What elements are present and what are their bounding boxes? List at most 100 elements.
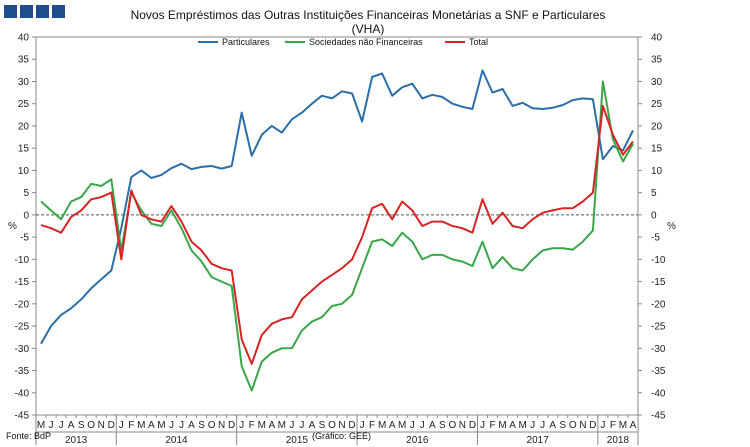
x-tick-label: J [289, 420, 294, 431]
logo-block [4, 5, 17, 18]
x-tick-label: M [518, 420, 526, 431]
x-tick-label: O [448, 420, 456, 431]
logo-block [20, 5, 33, 18]
y-tick-label-left: -15 [15, 277, 30, 288]
x-tick-label: D [589, 420, 596, 431]
x-tick-label: J [119, 420, 124, 431]
x-tick-label: M [278, 420, 286, 431]
y-tick-label-left: 5 [23, 188, 29, 199]
x-tick-label: J [530, 420, 535, 431]
x-tick-label: J [169, 420, 174, 431]
y-tick-label-right: -30 [651, 344, 666, 355]
x-tick-label: M [619, 420, 627, 431]
y-tick-label-right: -15 [651, 277, 666, 288]
y-tick-label-left: 30 [18, 77, 30, 88]
x-tick-label: J [360, 420, 365, 431]
x-tick-label: A [549, 420, 556, 431]
x-tick-label: M [157, 420, 165, 431]
series-line [40, 80, 634, 392]
x-tick-label: A [268, 420, 275, 431]
x-tick-label: J [239, 420, 244, 431]
y-tick-label-right: -25 [651, 322, 666, 333]
x-tick-label: O [569, 420, 577, 431]
year-label: 2016 [406, 435, 429, 446]
y-tick-label-left: -30 [15, 344, 30, 355]
x-tick-label: J [410, 420, 415, 431]
x-tick-label: F [249, 420, 255, 431]
x-tick-label: A [188, 420, 195, 431]
x-tick-label: D [108, 420, 115, 431]
y-tick-label-left: -40 [15, 388, 30, 399]
legend: Particulares Sociedades não Financeiras To… [198, 37, 488, 47]
legend-label: Particulares [222, 37, 270, 47]
x-tick-label: A [429, 420, 436, 431]
plot-area [40, 69, 634, 392]
y-tick-label-left: 15 [18, 144, 30, 155]
x-tick-label: A [68, 420, 75, 431]
x-tick-label: A [509, 420, 516, 431]
year-label: 2018 [607, 435, 630, 446]
legend-label: Sociedades não Financeiras [309, 37, 423, 47]
x-tick-label: J [600, 420, 605, 431]
x-tick-label: J [540, 420, 545, 431]
y-tick-label-right: 25 [651, 99, 663, 110]
x-tick-label: J [59, 420, 64, 431]
year-label: 2017 [527, 435, 550, 446]
x-tick-label: J [179, 420, 184, 431]
x-tick-label: M [137, 420, 145, 431]
x-tick-label: J [480, 420, 485, 431]
logo-block [36, 5, 49, 18]
x-tick-label: N [338, 420, 345, 431]
x-tick-label: M [37, 420, 45, 431]
x-tick-label: J [299, 420, 304, 431]
y-tick-label-left: -35 [15, 366, 30, 377]
y-tick-label-right: 15 [651, 144, 663, 155]
y-tick-label-right: 20 [651, 121, 663, 132]
x-tick-label: S [559, 420, 566, 431]
x-tick-label: A [630, 420, 637, 431]
x-tick-label: A [389, 420, 396, 431]
x-tick-label: O [208, 420, 216, 431]
x-tick-label: J [49, 420, 54, 431]
x-tick-label: S [198, 420, 205, 431]
x-tick-label: A [309, 420, 316, 431]
x-tick-label: D [469, 420, 476, 431]
x-tick-label: S [439, 420, 446, 431]
x-tick-label: F [610, 420, 616, 431]
x-tick-label: O [328, 420, 336, 431]
y-tick-label-right: -20 [651, 299, 666, 310]
x-tick-label: O [87, 420, 95, 431]
x-tick-label: D [228, 420, 235, 431]
y-tick-label-left: -45 [15, 411, 30, 422]
x-tick-label: N [459, 420, 466, 431]
year-label: 2015 [286, 435, 309, 446]
x-tick-label: S [319, 420, 326, 431]
y-tick-label-right: -5 [651, 233, 660, 244]
x-tick-label: A [148, 420, 155, 431]
logo-block [52, 5, 65, 18]
y-tick-label-left: 40 [18, 33, 30, 44]
y-tick-label-left: -25 [15, 322, 30, 333]
legend-label: Total [469, 37, 488, 47]
x-tick-label: F [128, 420, 134, 431]
y-tick-label-left: 0 [23, 210, 29, 221]
x-tick-label: S [78, 420, 85, 431]
x-tick-label: N [579, 420, 586, 431]
year-label: 2014 [165, 435, 188, 446]
series-line [40, 104, 634, 365]
x-tick-label: F [369, 420, 375, 431]
y-axis-label-right: % [667, 221, 676, 232]
chart-subtitle: (VHA) [352, 22, 385, 36]
axes: 40 40 35 35 30 30 25 25 20 20 15 15 10 10 5 5 0 0 -5 -5 -10 -… [15, 33, 666, 422]
y-tick-label-right: 35 [651, 55, 663, 66]
x-tick-label: M [398, 420, 406, 431]
y-tick-label-left: 10 [18, 166, 30, 177]
chart-title: Novos Empréstimos das Outras Instituiçõe… [131, 8, 606, 22]
y-tick-label-right: 10 [651, 166, 663, 177]
x-tick-label: M [258, 420, 266, 431]
series-line [40, 69, 634, 345]
y-tick-label-right: 40 [651, 33, 663, 44]
y-axis-label-left: % [8, 221, 17, 232]
y-tick-label-left: 20 [18, 121, 30, 132]
